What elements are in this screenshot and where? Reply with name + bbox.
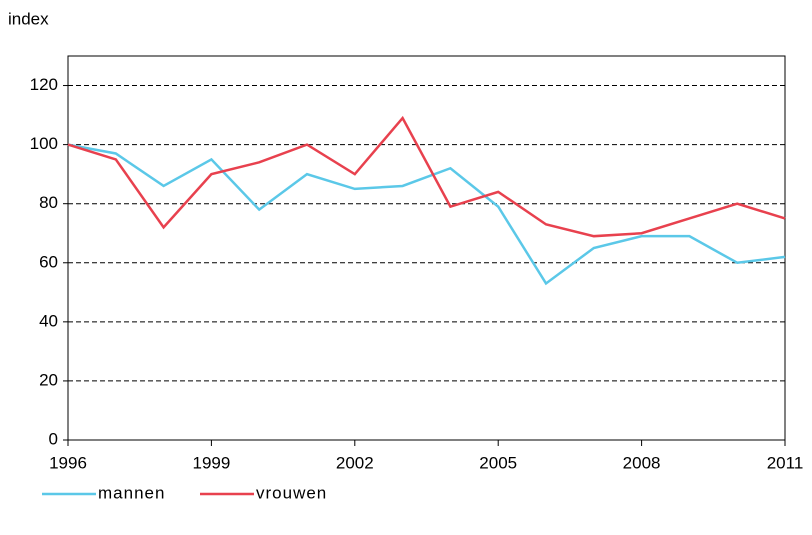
x-tick-label: 1996 — [49, 453, 87, 472]
line-series — [67, 143, 786, 286]
y-tick-label: 20 — [39, 370, 58, 389]
y-axis-label: index — [8, 9, 49, 28]
y-tick-label: 100 — [30, 134, 58, 153]
x-tick-label: 2005 — [479, 453, 517, 472]
y-tick-label: 0 — [49, 429, 58, 448]
y-tick-label: 80 — [39, 193, 58, 212]
x-tick-label: 2011 — [767, 453, 804, 472]
x-tick-label: 1999 — [192, 453, 230, 472]
legend-label: vrouwen — [256, 483, 327, 502]
legend-label: mannen — [98, 483, 165, 502]
y-tick-label: 60 — [39, 252, 58, 271]
y-tick-label: 120 — [30, 75, 58, 94]
plot-frame — [67, 55, 786, 441]
y-tick-label: 40 — [39, 311, 58, 330]
line-series — [67, 115, 786, 238]
x-tick-label: 2008 — [623, 453, 661, 472]
x-tick-label: 2002 — [336, 453, 374, 472]
